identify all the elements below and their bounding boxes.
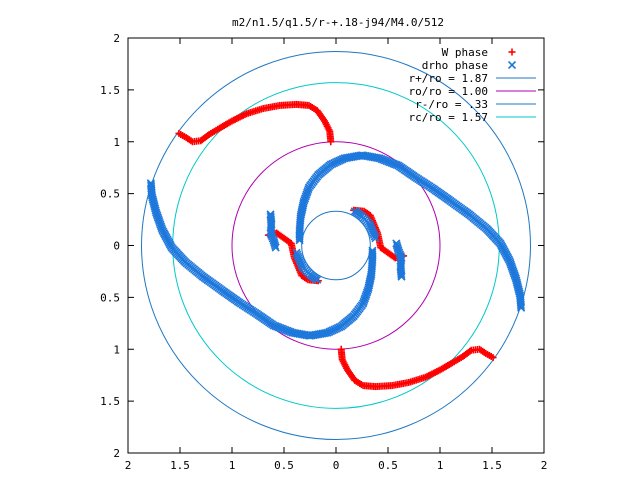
x-tick-label: 2 xyxy=(125,459,132,472)
circle-rc/ro = 1.57 xyxy=(172,82,500,409)
point-W phase xyxy=(327,138,335,146)
point-drho phase xyxy=(392,241,401,250)
cross-b xyxy=(153,213,163,222)
cross-b xyxy=(511,274,520,283)
cross-b xyxy=(157,224,166,233)
x-tick-label: 2 xyxy=(541,459,548,472)
x-tick-label: 1 xyxy=(229,459,236,472)
x-tick-label: 1 xyxy=(437,459,444,472)
cross-b xyxy=(295,236,304,245)
cross-b xyxy=(511,272,520,282)
cross-b xyxy=(151,206,160,215)
x-tick-label: 0.5 xyxy=(378,459,398,472)
cross-b xyxy=(295,232,304,241)
cross-b xyxy=(350,207,359,216)
circle-r+/ro = 1.87 xyxy=(141,50,531,441)
cross-b xyxy=(295,234,304,243)
cross-b xyxy=(508,264,517,273)
cross-b xyxy=(509,269,519,278)
legend-label: drho phase xyxy=(422,59,488,72)
legend-label: W phase xyxy=(442,46,488,59)
point-W phase xyxy=(337,345,345,353)
cross-b xyxy=(512,278,521,287)
legend-label: ro/ro = 1.00 xyxy=(409,85,488,98)
legend-label: rc/ro = 1.57 xyxy=(409,111,488,124)
point-drho phase xyxy=(271,241,280,250)
cross-b xyxy=(266,226,275,236)
x-tick-label: 1.5 xyxy=(170,459,190,472)
cross-b xyxy=(271,241,280,250)
cross-b xyxy=(313,275,322,284)
cross-b xyxy=(270,239,279,249)
cross-b xyxy=(368,248,377,257)
y-tick-label: 0 xyxy=(113,240,120,253)
point-drho phase xyxy=(392,239,401,248)
x-tick-label: 0.5 xyxy=(274,459,294,472)
cross-b xyxy=(507,60,517,70)
cross-b xyxy=(154,215,163,224)
cross-b xyxy=(155,217,164,226)
cross-b xyxy=(156,220,165,229)
cross-b xyxy=(393,244,402,253)
cross-b xyxy=(506,260,515,269)
cross-b xyxy=(269,236,278,245)
x-tick-label: 1.5 xyxy=(482,459,502,472)
point-drho phase xyxy=(295,234,304,243)
cross-b xyxy=(397,255,406,265)
cross-b xyxy=(155,218,164,227)
chart-title: m2/n1.5/q1.5/r-+.18-j94/M4.0/512 xyxy=(232,16,444,29)
point-drho phase xyxy=(295,232,304,241)
point-drho phase xyxy=(271,243,280,252)
y-tick-label: 0.5 xyxy=(100,291,120,304)
cross-b xyxy=(152,209,161,219)
legend-label: r+/ro = 1.87 xyxy=(409,72,488,85)
point-drho phase xyxy=(368,248,377,257)
cross-b xyxy=(509,267,518,276)
cross-b xyxy=(394,246,403,255)
cross-b xyxy=(152,208,161,217)
legend-marker xyxy=(508,48,516,56)
cross-b xyxy=(271,243,280,252)
y-tick-label: 1 xyxy=(113,136,120,149)
cross-b xyxy=(507,262,516,271)
cross-b xyxy=(392,239,401,248)
x-tick-label: 0 xyxy=(333,459,340,472)
point-drho phase xyxy=(368,250,377,259)
point-drho phase xyxy=(368,246,377,255)
cross-b xyxy=(368,250,377,259)
circle-ro/ro = 1.00 xyxy=(231,141,441,350)
y-tick-label: 1.5 xyxy=(100,395,120,408)
circle-r-/ro = .33 xyxy=(301,210,371,281)
axis-ticks: 2 1.5 1 0.5 0 0.5 1 1.5 221.510.500.511.52 xyxy=(100,32,547,472)
cross-b xyxy=(393,242,402,252)
cross-b xyxy=(368,246,377,255)
point-drho phase xyxy=(350,207,359,216)
data-markers xyxy=(146,100,526,391)
y-tick-label: 1 xyxy=(113,343,120,356)
cross-b xyxy=(512,276,521,285)
legend-marker xyxy=(507,60,517,70)
y-tick-label: 0.5 xyxy=(100,188,120,201)
cross-b xyxy=(151,204,160,213)
cross-b xyxy=(510,271,519,280)
point-drho phase xyxy=(313,275,322,284)
y-tick-label: 2 xyxy=(113,447,120,460)
cross-b xyxy=(270,238,279,247)
cross-b xyxy=(508,265,517,274)
y-tick-label: 2 xyxy=(113,32,120,45)
cross-b xyxy=(392,241,401,250)
y-tick-label: 1.5 xyxy=(100,84,120,97)
point-drho phase xyxy=(295,236,304,245)
cross-b xyxy=(153,211,162,220)
cross-b xyxy=(506,258,515,267)
cross-b xyxy=(157,222,166,231)
legend-label: r-/ro = .33 xyxy=(415,98,488,111)
